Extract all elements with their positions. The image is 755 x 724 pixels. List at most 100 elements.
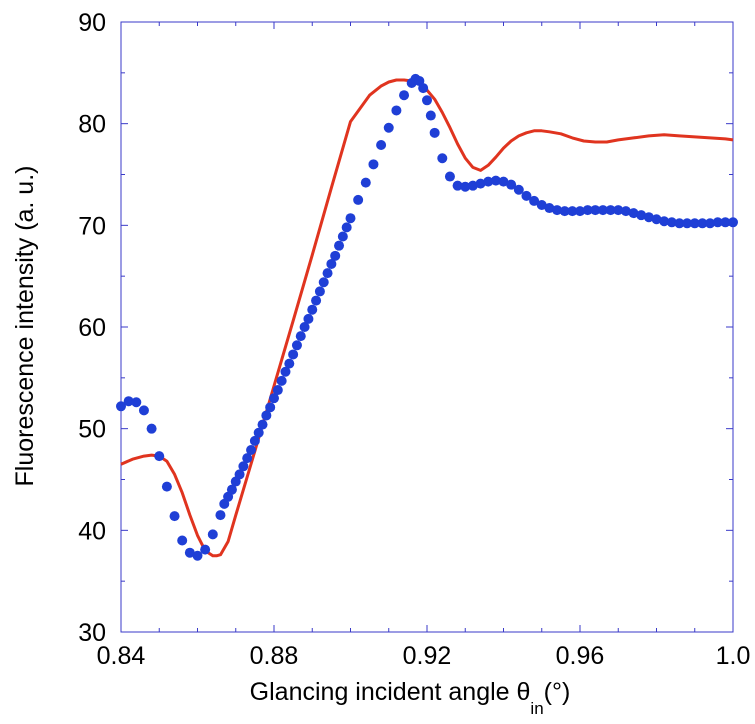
data-point <box>697 218 708 229</box>
data-point <box>226 484 237 495</box>
data-point <box>705 218 716 229</box>
y-tick-labels: 30 40 50 60 70 80 90 <box>78 9 106 647</box>
data-point <box>429 127 440 138</box>
simulation-line <box>120 78 734 558</box>
data-point <box>575 206 585 217</box>
data-point <box>169 511 180 522</box>
data-point <box>200 544 211 555</box>
data-point <box>295 331 306 342</box>
data-point <box>276 375 287 386</box>
x-tick-label: 0.88 <box>250 642 299 670</box>
data-point <box>242 453 253 464</box>
data-point <box>490 175 501 186</box>
data-point <box>674 218 685 229</box>
y-axis-title: Fluorescence intensity (a. u.) <box>11 166 39 487</box>
data-point <box>712 217 723 228</box>
data-point <box>383 122 394 133</box>
data-point <box>184 547 195 558</box>
data-point <box>422 95 432 106</box>
plot-area <box>116 73 738 561</box>
data-point <box>437 153 448 164</box>
data-point <box>467 180 478 191</box>
data-point <box>452 180 463 191</box>
data-point <box>582 205 593 216</box>
y-tick-label: 40 <box>78 517 106 545</box>
data-point <box>318 277 329 288</box>
data-point <box>261 410 272 421</box>
y-tick-label: 90 <box>78 9 106 37</box>
data-point <box>613 205 624 216</box>
data-point <box>334 240 345 251</box>
data-point <box>682 218 693 229</box>
data-point <box>330 250 341 261</box>
y-tick-label: 60 <box>78 314 106 342</box>
data-point <box>360 177 371 188</box>
data-point <box>337 231 348 242</box>
data-point <box>597 205 608 216</box>
data-point <box>299 322 310 332</box>
data-point <box>253 427 264 438</box>
data-point <box>192 550 203 561</box>
data-point <box>265 402 276 413</box>
data-point <box>418 83 429 94</box>
data-point <box>544 203 555 214</box>
data-point <box>651 214 662 225</box>
data-point <box>353 194 364 205</box>
data-point <box>341 222 352 233</box>
data-point <box>368 159 379 170</box>
x-tick-label: 1.0 <box>716 642 751 670</box>
data-point <box>161 481 172 492</box>
data-point <box>513 184 524 195</box>
x-tick-labels: 0.84 0.88 0.92 0.96 1.0 <box>97 642 751 670</box>
x-axis-title-subscript: in <box>530 699 543 718</box>
data-point <box>345 213 356 224</box>
data-point <box>529 195 540 206</box>
data-point <box>391 105 402 116</box>
data-point <box>620 206 631 217</box>
x-tick-label: 0.92 <box>403 642 452 670</box>
data-point <box>552 205 563 216</box>
data-point <box>628 208 639 219</box>
data-point <box>215 510 226 521</box>
data-point <box>536 200 547 210</box>
data-point <box>460 181 471 192</box>
y-tick-label: 70 <box>78 212 106 240</box>
data-point <box>257 419 268 430</box>
data-point <box>272 385 283 396</box>
data-point <box>659 216 670 227</box>
data-point <box>131 397 142 408</box>
x-axis-title: Glancing incident angle θin(°) <box>250 678 571 718</box>
data-point <box>483 176 494 187</box>
data-point <box>311 295 322 306</box>
data-point <box>521 190 532 201</box>
data-point <box>322 268 333 279</box>
data-point <box>666 217 677 228</box>
data-point <box>291 340 302 351</box>
data-point <box>246 445 257 456</box>
data-point <box>249 435 260 446</box>
data-point <box>559 206 570 217</box>
data-point <box>605 205 616 216</box>
axis-ticks <box>120 21 734 633</box>
data-point <box>728 217 738 228</box>
x-tick-label: 0.96 <box>556 642 605 670</box>
data-point <box>154 451 165 462</box>
data-point <box>425 110 436 121</box>
data-point <box>636 210 647 221</box>
data-point <box>269 393 279 404</box>
y-tick-label: 30 <box>78 619 106 647</box>
data-point <box>720 217 731 228</box>
data-point <box>288 349 299 360</box>
data-point <box>643 212 654 223</box>
data-point <box>116 401 126 412</box>
data-point <box>138 405 149 416</box>
data-point <box>590 205 601 216</box>
data-point <box>234 469 245 480</box>
data-point <box>506 179 517 190</box>
y-tick-label: 50 <box>78 416 106 444</box>
data-point <box>303 313 314 324</box>
data-point <box>475 178 486 189</box>
data-point <box>284 358 295 369</box>
x-tick-label: 0.84 <box>97 642 146 670</box>
